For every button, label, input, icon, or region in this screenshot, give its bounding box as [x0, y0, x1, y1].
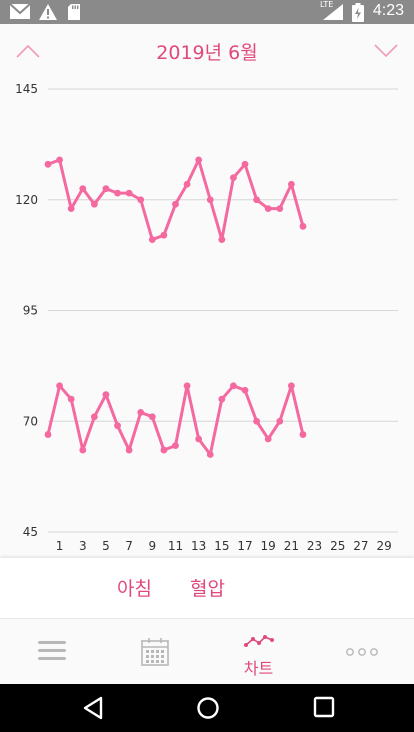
signal-icon — [323, 4, 343, 20]
data-point — [218, 395, 226, 403]
data-point — [241, 386, 249, 394]
calendar-icon — [140, 638, 169, 666]
data-point — [44, 160, 52, 168]
month-header: 2019년 6월 — [0, 24, 414, 80]
data-point — [230, 382, 237, 390]
more-icon — [345, 648, 378, 656]
list-icon — [37, 641, 66, 660]
clock: 4:23 — [372, 2, 404, 19]
data-point — [160, 231, 168, 239]
x-tick-label: 15 — [214, 539, 229, 553]
data-point — [276, 205, 284, 213]
y-tick-label: 145 — [15, 82, 38, 96]
data-point — [148, 413, 156, 421]
data-point — [79, 185, 87, 193]
data-point — [195, 435, 203, 443]
battery-icon — [352, 3, 364, 22]
x-tick-label: 27 — [353, 539, 368, 553]
status-bar: LTE 4:23 — [0, 0, 414, 24]
x-tick-label: 23 — [307, 539, 322, 553]
data-point — [172, 442, 179, 450]
data-point — [299, 431, 307, 438]
data-point — [125, 446, 133, 454]
data-point — [137, 408, 145, 416]
data-point — [172, 200, 179, 208]
data-point — [102, 391, 110, 399]
data-point — [253, 196, 261, 204]
data-point — [183, 382, 191, 390]
recents-icon[interactable] — [313, 696, 335, 718]
tab-chart-label: 차트 — [243, 659, 274, 678]
data-point — [241, 160, 249, 168]
data-point — [206, 451, 214, 458]
data-point — [183, 180, 191, 188]
data-point — [56, 156, 63, 164]
data-point — [206, 196, 214, 204]
data-point — [90, 200, 98, 208]
x-tick-label: 17 — [237, 539, 252, 553]
data-point — [148, 236, 156, 244]
data-point — [287, 382, 295, 390]
data-point — [160, 446, 168, 454]
month-title: 2019년 6월 — [156, 42, 258, 64]
bottom-tab-bar: 차트 — [0, 618, 414, 684]
data-point — [264, 205, 272, 213]
y-tick-label: 95 — [23, 304, 38, 318]
data-point — [287, 180, 295, 188]
data-point — [67, 205, 75, 213]
data-point — [253, 417, 261, 425]
x-tick-label: 19 — [261, 539, 276, 553]
data-point — [137, 196, 145, 204]
data-point — [195, 156, 203, 164]
filter-blood-pressure[interactable]: 혈압 — [190, 578, 225, 600]
network-type-label: LTE — [320, 0, 334, 9]
x-tick-label: 21 — [284, 539, 299, 553]
home-icon[interactable] — [196, 696, 220, 720]
gmail-icon — [9, 3, 31, 19]
data-point — [102, 185, 110, 193]
x-tick-label: 25 — [330, 539, 345, 553]
android-nav-bar — [0, 684, 414, 732]
data-point — [56, 382, 63, 390]
data-point — [218, 236, 226, 244]
x-tick-label: 11 — [168, 539, 183, 553]
x-tick-label: 1 — [56, 539, 64, 553]
back-icon[interactable] — [82, 696, 104, 720]
warning-icon — [39, 4, 57, 20]
tab-chart[interactable]: 차트 — [207, 619, 310, 685]
x-tick-label: 3 — [79, 539, 87, 553]
data-point — [230, 174, 237, 181]
y-tick-label: 45 — [23, 525, 38, 539]
data-point — [114, 422, 121, 430]
tab-more[interactable] — [310, 619, 413, 685]
filter-morning[interactable]: 아침 — [117, 578, 152, 600]
filter-bar: 아침 혈압 — [0, 558, 414, 618]
x-tick-label: 29 — [376, 539, 391, 553]
data-point — [276, 417, 284, 425]
data-point — [264, 435, 272, 443]
x-tick-label: 5 — [102, 539, 110, 553]
tab-list[interactable] — [0, 619, 103, 685]
x-tick-label: 7 — [125, 539, 133, 553]
data-point — [67, 395, 75, 403]
data-point — [90, 413, 98, 421]
data-point — [299, 222, 307, 230]
y-tick-label: 70 — [23, 414, 38, 428]
chevron-up-icon[interactable] — [15, 40, 41, 62]
sd-card-icon — [68, 4, 80, 20]
data-point — [79, 446, 87, 454]
chevron-down-icon[interactable] — [373, 40, 399, 62]
data-point — [125, 189, 133, 197]
tab-calendar[interactable] — [103, 619, 206, 685]
x-tick-label: 13 — [191, 539, 206, 553]
y-tick-label: 120 — [15, 193, 38, 207]
blood-pressure-chart: 45 70 95 120 145 1 3 5 7 9 11 13 15 17 19 21 23 25 27 29 — [0, 80, 414, 558]
x-tick-label: 9 — [148, 539, 156, 553]
data-point — [44, 431, 52, 438]
data-point — [114, 189, 121, 197]
chart-icon — [243, 635, 274, 647]
